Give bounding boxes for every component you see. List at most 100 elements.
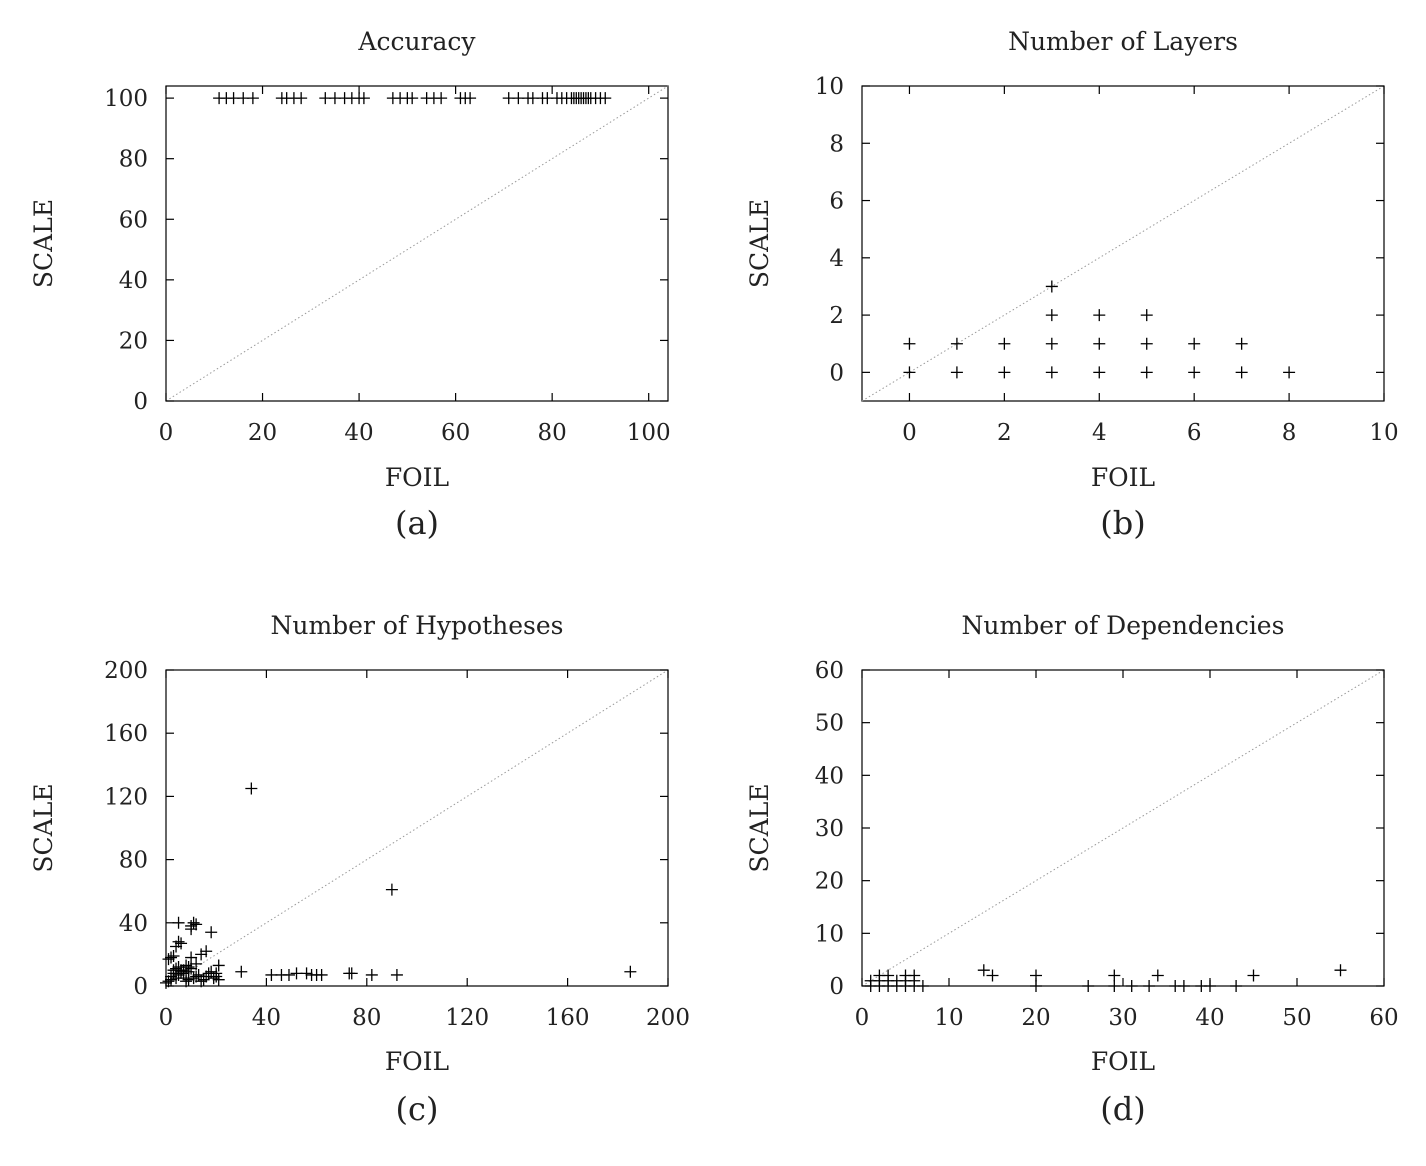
data-point (385, 883, 398, 896)
data-point (170, 940, 183, 953)
data-point (185, 962, 198, 975)
data-point (165, 951, 178, 964)
data-point (185, 951, 198, 964)
y-tick-label: 2 (829, 303, 844, 329)
y-axis-label: SCALE (29, 199, 58, 288)
plot-frame (861, 85, 1385, 402)
x-tick-label: 40 (344, 420, 373, 446)
x-tick-label: 20 (1021, 1005, 1050, 1031)
data-point (207, 972, 220, 985)
data-point (1188, 366, 1201, 379)
data-point (986, 969, 999, 982)
y-tick-label: 4 (829, 246, 844, 272)
data-point (998, 337, 1011, 350)
data-point (1283, 366, 1296, 379)
data-point (624, 965, 637, 978)
chart-panel-3: Number of Hypotheses 0 40 80 120 160 200 0 40 80 1… (29, 611, 690, 1128)
data-point (185, 923, 198, 936)
data-point (210, 967, 223, 980)
x-tick-label: 100 (627, 420, 671, 446)
x-tick-label: 40 (1195, 1005, 1224, 1031)
data-point (1204, 980, 1216, 992)
x-tick-label: 20 (248, 420, 277, 446)
data-point (406, 92, 419, 105)
x-axis-label: FOIL (1091, 1047, 1155, 1076)
data-point (998, 366, 1011, 379)
data-point (160, 976, 172, 989)
x-tick-label: 80 (538, 420, 567, 446)
x-tick-label: 50 (1282, 1005, 1311, 1031)
data-point (464, 92, 477, 105)
data-point (390, 968, 403, 981)
panel-label: (b) (1100, 504, 1145, 542)
chart-title: Number of Dependencies (962, 611, 1285, 640)
diagonal-line (165, 669, 669, 987)
data-point (235, 965, 248, 978)
data-point (200, 970, 213, 983)
x-axis-label: FOIL (385, 1047, 449, 1076)
data-point (167, 964, 180, 977)
plot-frame (165, 85, 669, 402)
diagonal-line (861, 669, 1385, 987)
data-point (315, 968, 328, 981)
data-point (950, 366, 963, 379)
x-tick-label: 10 (1369, 420, 1398, 446)
data-point (1030, 969, 1042, 982)
data-point (177, 967, 190, 980)
x-tick-label: 0 (159, 420, 174, 446)
x-tick-label: 6 (1187, 420, 1202, 446)
data-point (1108, 969, 1121, 982)
chart-title: Accuracy (357, 27, 476, 56)
x-tick-label: 4 (1092, 420, 1107, 446)
y-tick-label: 100 (104, 86, 148, 112)
data-point (1140, 337, 1153, 350)
data-point (357, 92, 370, 105)
y-tick-label: 0 (829, 360, 844, 386)
data-point (190, 918, 203, 931)
data-point (162, 975, 175, 988)
x-tick-label: 40 (252, 1005, 281, 1031)
y-tick-label: 160 (104, 721, 148, 747)
data-point (1093, 337, 1106, 350)
panel-label: (d) (1100, 1090, 1145, 1128)
data-point (882, 969, 895, 982)
data-point (212, 973, 225, 986)
data-point (190, 957, 203, 970)
x-tick-label: 80 (352, 1005, 381, 1031)
chart-panel-4: Number of Dependencies 0 10 20 30 40 50 60 0 10 20… (745, 611, 1399, 1128)
data-point (190, 970, 203, 983)
data-point (172, 961, 185, 974)
x-axis-label: FOIL (385, 463, 449, 492)
x-tick-label: 2 (997, 420, 1012, 446)
data-point (1235, 337, 1248, 350)
data-point (1045, 280, 1058, 293)
x-tick-label: 30 (1108, 1005, 1137, 1031)
x-tick-label: 0 (855, 1005, 870, 1031)
data-point (1125, 980, 1138, 992)
data-point (170, 962, 183, 975)
data-point (180, 959, 193, 972)
x-tick-label: 200 (646, 1005, 690, 1031)
y-tick-label: 0 (829, 974, 844, 1000)
data-point (172, 935, 185, 948)
x-tick-label: 10 (934, 1005, 963, 1031)
x-axis-label: FOIL (1091, 463, 1155, 492)
x-tick-label: 60 (1369, 1005, 1398, 1031)
y-tick-label: 20 (119, 328, 148, 354)
data-point (300, 967, 313, 980)
data-point (1093, 309, 1106, 322)
data-point (1140, 366, 1153, 379)
data-point (245, 782, 258, 795)
data-point (187, 972, 200, 985)
data-point (916, 980, 929, 992)
data-point (195, 948, 208, 961)
y-tick-label: 60 (119, 207, 148, 233)
panel-label: (a) (395, 504, 439, 542)
y-tick-label: 40 (815, 763, 844, 789)
data-point (345, 967, 358, 980)
data-point (1151, 969, 1164, 982)
x-tick-label: 8 (1282, 420, 1297, 446)
data-point (599, 92, 612, 105)
y-tick-label: 20 (815, 869, 844, 895)
